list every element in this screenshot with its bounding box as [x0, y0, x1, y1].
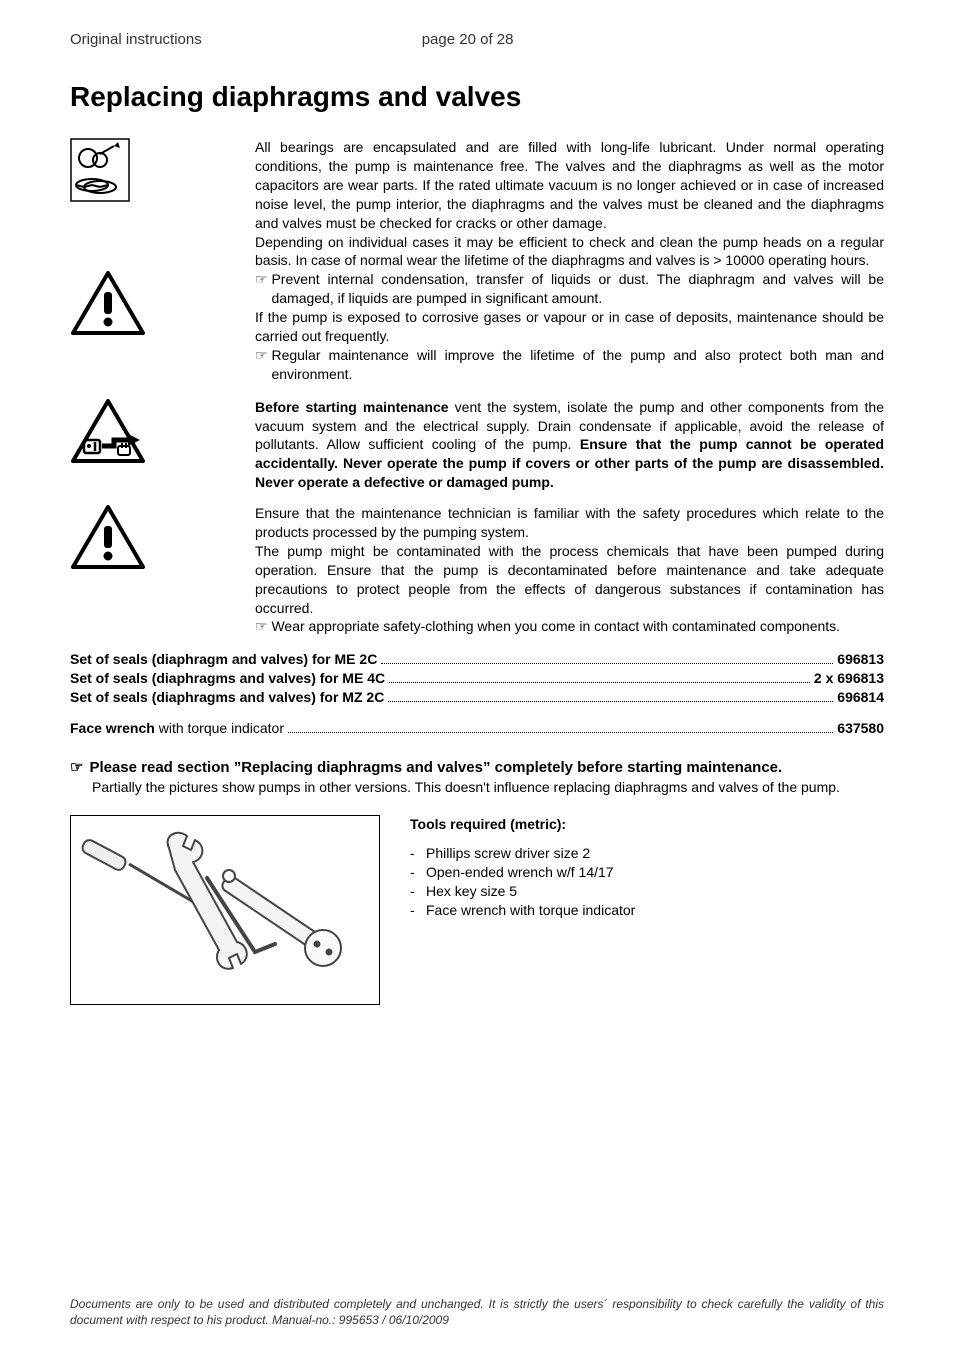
pointer-icon: ☞ — [255, 270, 271, 308]
pointer-icon: ☞ — [70, 758, 83, 778]
maintenance-icon — [70, 138, 255, 202]
pointer-icon: ☞ — [255, 346, 271, 384]
page-title: Replacing diaphragms and valves — [70, 78, 884, 116]
warn2-p2: The pump might be contaminated with the … — [255, 542, 884, 618]
set-line-0: Set of seals (diaphragm and valves) for … — [70, 650, 884, 669]
wrench-line: Face wrench with torque indicator 637580 — [70, 719, 884, 738]
callout-body: Partially the pictures show pumps in oth… — [92, 778, 884, 797]
set-label-1: Set of seals (diaphragms and valves) for… — [70, 669, 385, 688]
set-val-1: 2 x 696813 — [814, 669, 884, 688]
warn2-text: Ensure that the maintenance technician i… — [255, 504, 884, 636]
tools-head: Tools required (metric): — [410, 815, 635, 834]
intro-p2: Depending on individual cases it may be … — [255, 233, 884, 271]
set-label-2: Set of seals (diaphragms and valves) for… — [70, 688, 384, 707]
dots — [288, 732, 833, 733]
warning-icon-2 — [70, 504, 255, 572]
warn1-p1: If the pump is exposed to corrosive gase… — [255, 308, 884, 346]
tool-item-1: Open-ended wrench w/f 14/17 — [410, 863, 635, 882]
set-val-2: 696814 — [837, 688, 884, 707]
dots — [381, 663, 833, 664]
wrench-val: 637580 — [837, 719, 884, 738]
before-maintenance-text: Before starting maintenance vent the sys… — [255, 398, 884, 492]
header-left: Original instructions — [70, 30, 202, 50]
footer-text: Documents are only to be used and distri… — [70, 1296, 884, 1328]
warn1-bullet: Regular maintenance will improve the lif… — [271, 346, 884, 384]
callout: ☞ Please read section ”Replacing diaphra… — [70, 758, 884, 797]
tool-item-3: Face wrench with torque indicator — [410, 901, 635, 920]
unplug-icon — [70, 398, 255, 466]
wrench-label-bold: Face wrench — [70, 720, 155, 736]
intro-bullet: Prevent internal condensation, transfer … — [271, 270, 884, 308]
tool-item-2: Hex key size 5 — [410, 882, 635, 901]
warning-icon-1 — [70, 270, 255, 338]
set-line-2: Set of seals (diaphragms and valves) for… — [70, 688, 884, 707]
set-line-1: Set of seals (diaphragms and valves) for… — [70, 669, 884, 688]
warn2-bullet: Wear appropriate safety-clothing when yo… — [271, 617, 840, 636]
dots — [388, 701, 833, 702]
tools-text: Tools required (metric): Phillips screw … — [410, 815, 635, 1005]
intro-p1: All bearings are encapsulated and are fi… — [255, 138, 884, 232]
parts-list: Set of seals (diaphragm and valves) for … — [70, 650, 884, 738]
set-label-0: Set of seals (diaphragm and valves) for … — [70, 650, 377, 669]
callout-lead: Please read section ”Replacing diaphragm… — [89, 758, 782, 778]
tool-item-0: Phillips screw driver size 2 — [410, 844, 635, 863]
wrench-label-rest: with torque indicator — [155, 720, 284, 736]
pointer-icon: ☞ — [255, 617, 271, 636]
set-val-0: 696813 — [837, 650, 884, 669]
header-right: page 20 of 28 — [422, 30, 514, 50]
intro-text: All bearings are encapsulated and are fi… — [255, 138, 884, 384]
before-lead: Before starting maintenance — [255, 399, 449, 415]
warn2-p1: Ensure that the maintenance technician i… — [255, 504, 884, 542]
tools-illustration — [70, 815, 380, 1005]
page-header: Original instructions page 20 of 28 — [70, 30, 884, 50]
dots — [389, 682, 810, 683]
